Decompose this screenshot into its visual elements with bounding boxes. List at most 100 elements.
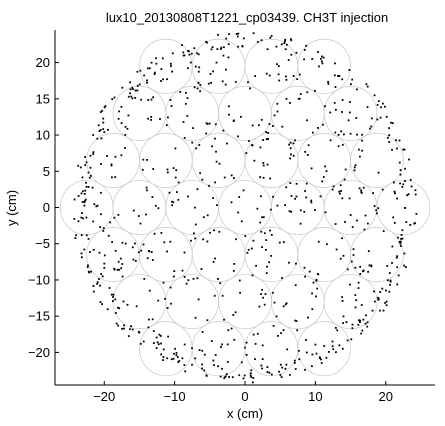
event-point — [320, 57, 322, 60]
event-point — [341, 300, 344, 302]
event-point — [305, 182, 308, 185]
event-point — [334, 223, 337, 225]
event-point — [108, 287, 111, 289]
event-point — [88, 176, 91, 179]
event-point — [279, 363, 282, 366]
event-point — [103, 106, 106, 109]
event-point — [250, 376, 253, 378]
event-point — [140, 98, 142, 101]
y-tick-label: −20 — [28, 345, 50, 360]
event-point — [414, 193, 417, 196]
event-point — [92, 248, 95, 251]
event-point — [107, 128, 109, 131]
event-point — [217, 365, 219, 368]
event-point — [217, 33, 219, 36]
x-axis-label: x (cm) — [227, 406, 263, 421]
event-point — [360, 332, 363, 335]
pmt-circle — [218, 85, 272, 141]
event-point — [136, 70, 139, 73]
event-point — [277, 73, 280, 76]
event-point — [185, 282, 188, 285]
event-point — [169, 99, 172, 101]
event-point — [190, 52, 193, 55]
event-point — [170, 65, 172, 67]
event-point — [272, 325, 275, 327]
event-point — [310, 167, 313, 170]
event-point — [172, 275, 175, 278]
event-point — [374, 300, 376, 303]
event-point — [208, 184, 210, 187]
event-point — [187, 279, 190, 282]
event-point — [238, 196, 241, 198]
event-point — [171, 52, 174, 55]
event-point — [87, 238, 90, 240]
event-point — [351, 323, 354, 326]
event-point — [354, 294, 357, 296]
event-point — [81, 201, 84, 203]
event-point — [249, 87, 251, 90]
event-point — [335, 351, 337, 354]
event-point — [112, 296, 114, 298]
event-point — [340, 190, 342, 192]
event-point — [391, 245, 394, 248]
event-point — [367, 250, 370, 252]
event-point — [410, 185, 413, 188]
event-point — [145, 186, 148, 189]
event-point — [214, 137, 216, 140]
event-point — [265, 239, 268, 241]
event-point — [351, 327, 354, 330]
event-point — [117, 324, 120, 327]
event-point — [198, 144, 201, 146]
event-point — [215, 150, 217, 153]
x-tick-label: −20 — [93, 389, 115, 404]
event-point — [140, 249, 143, 252]
event-point — [366, 106, 369, 108]
event-point — [359, 319, 362, 322]
event-point — [284, 38, 287, 41]
event-point — [289, 141, 292, 144]
event-point — [171, 204, 173, 207]
event-point — [153, 342, 155, 344]
event-point — [310, 201, 313, 204]
event-point — [109, 221, 112, 224]
event-point — [349, 111, 351, 114]
event-point — [183, 251, 186, 254]
pmt-circle — [218, 179, 272, 236]
event-point — [260, 118, 263, 121]
event-point — [279, 374, 282, 376]
event-point — [166, 357, 169, 360]
event-point — [215, 61, 218, 64]
event-point — [80, 252, 83, 255]
event-point — [270, 35, 273, 37]
event-point — [103, 131, 106, 133]
event-point — [85, 185, 88, 188]
y-axis-label: y (cm) — [4, 190, 19, 226]
event-point — [96, 137, 99, 140]
event-point — [366, 321, 369, 324]
event-point — [391, 122, 394, 124]
event-point — [357, 287, 360, 289]
event-point — [388, 134, 391, 137]
event-point — [234, 81, 237, 83]
event-point — [296, 78, 299, 80]
event-point — [233, 263, 236, 265]
event-point — [187, 50, 190, 53]
event-point — [107, 234, 110, 237]
event-point — [177, 361, 180, 363]
event-point — [384, 302, 386, 304]
event-point — [252, 377, 255, 379]
pmt-circle — [86, 227, 140, 283]
event-point — [199, 172, 201, 175]
event-point — [329, 139, 332, 142]
event-point — [391, 148, 393, 151]
y-tick-label: 20 — [36, 55, 50, 70]
x-tick-label: −10 — [164, 389, 186, 404]
event-point — [375, 209, 378, 212]
event-point — [196, 188, 199, 191]
event-point — [166, 250, 168, 253]
event-point — [157, 343, 160, 346]
event-point — [121, 275, 124, 278]
event-point — [201, 367, 203, 370]
event-point — [293, 362, 296, 364]
event-point — [142, 243, 145, 246]
